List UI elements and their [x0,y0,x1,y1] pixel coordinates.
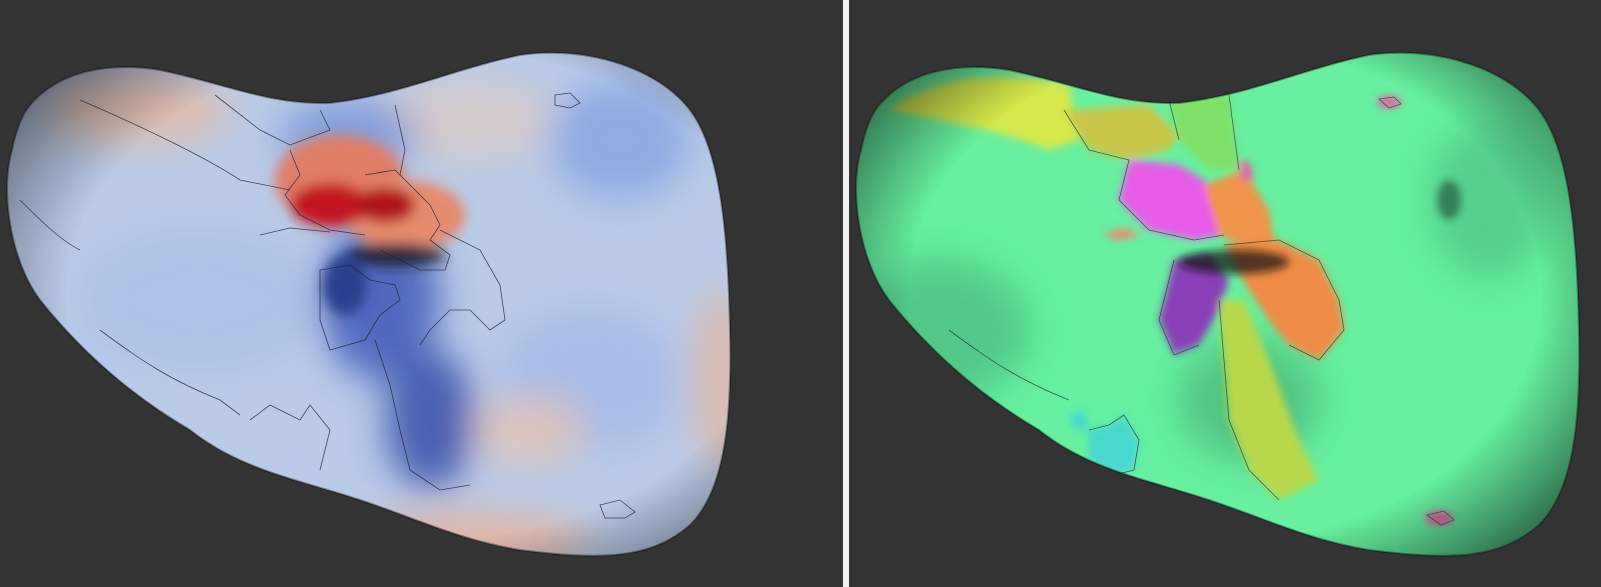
panel-divider [843,0,849,587]
left-view-panel[interactable] [0,0,843,587]
right-region-boundaries [948,94,1455,526]
left-surface-svg [6,51,732,557]
left-surface-fill [7,52,731,556]
right-surface-svg [855,51,1581,557]
right-surface-fill [856,52,1580,556]
left-region-boundaries [19,92,636,519]
right-view-panel[interactable] [849,0,1601,587]
